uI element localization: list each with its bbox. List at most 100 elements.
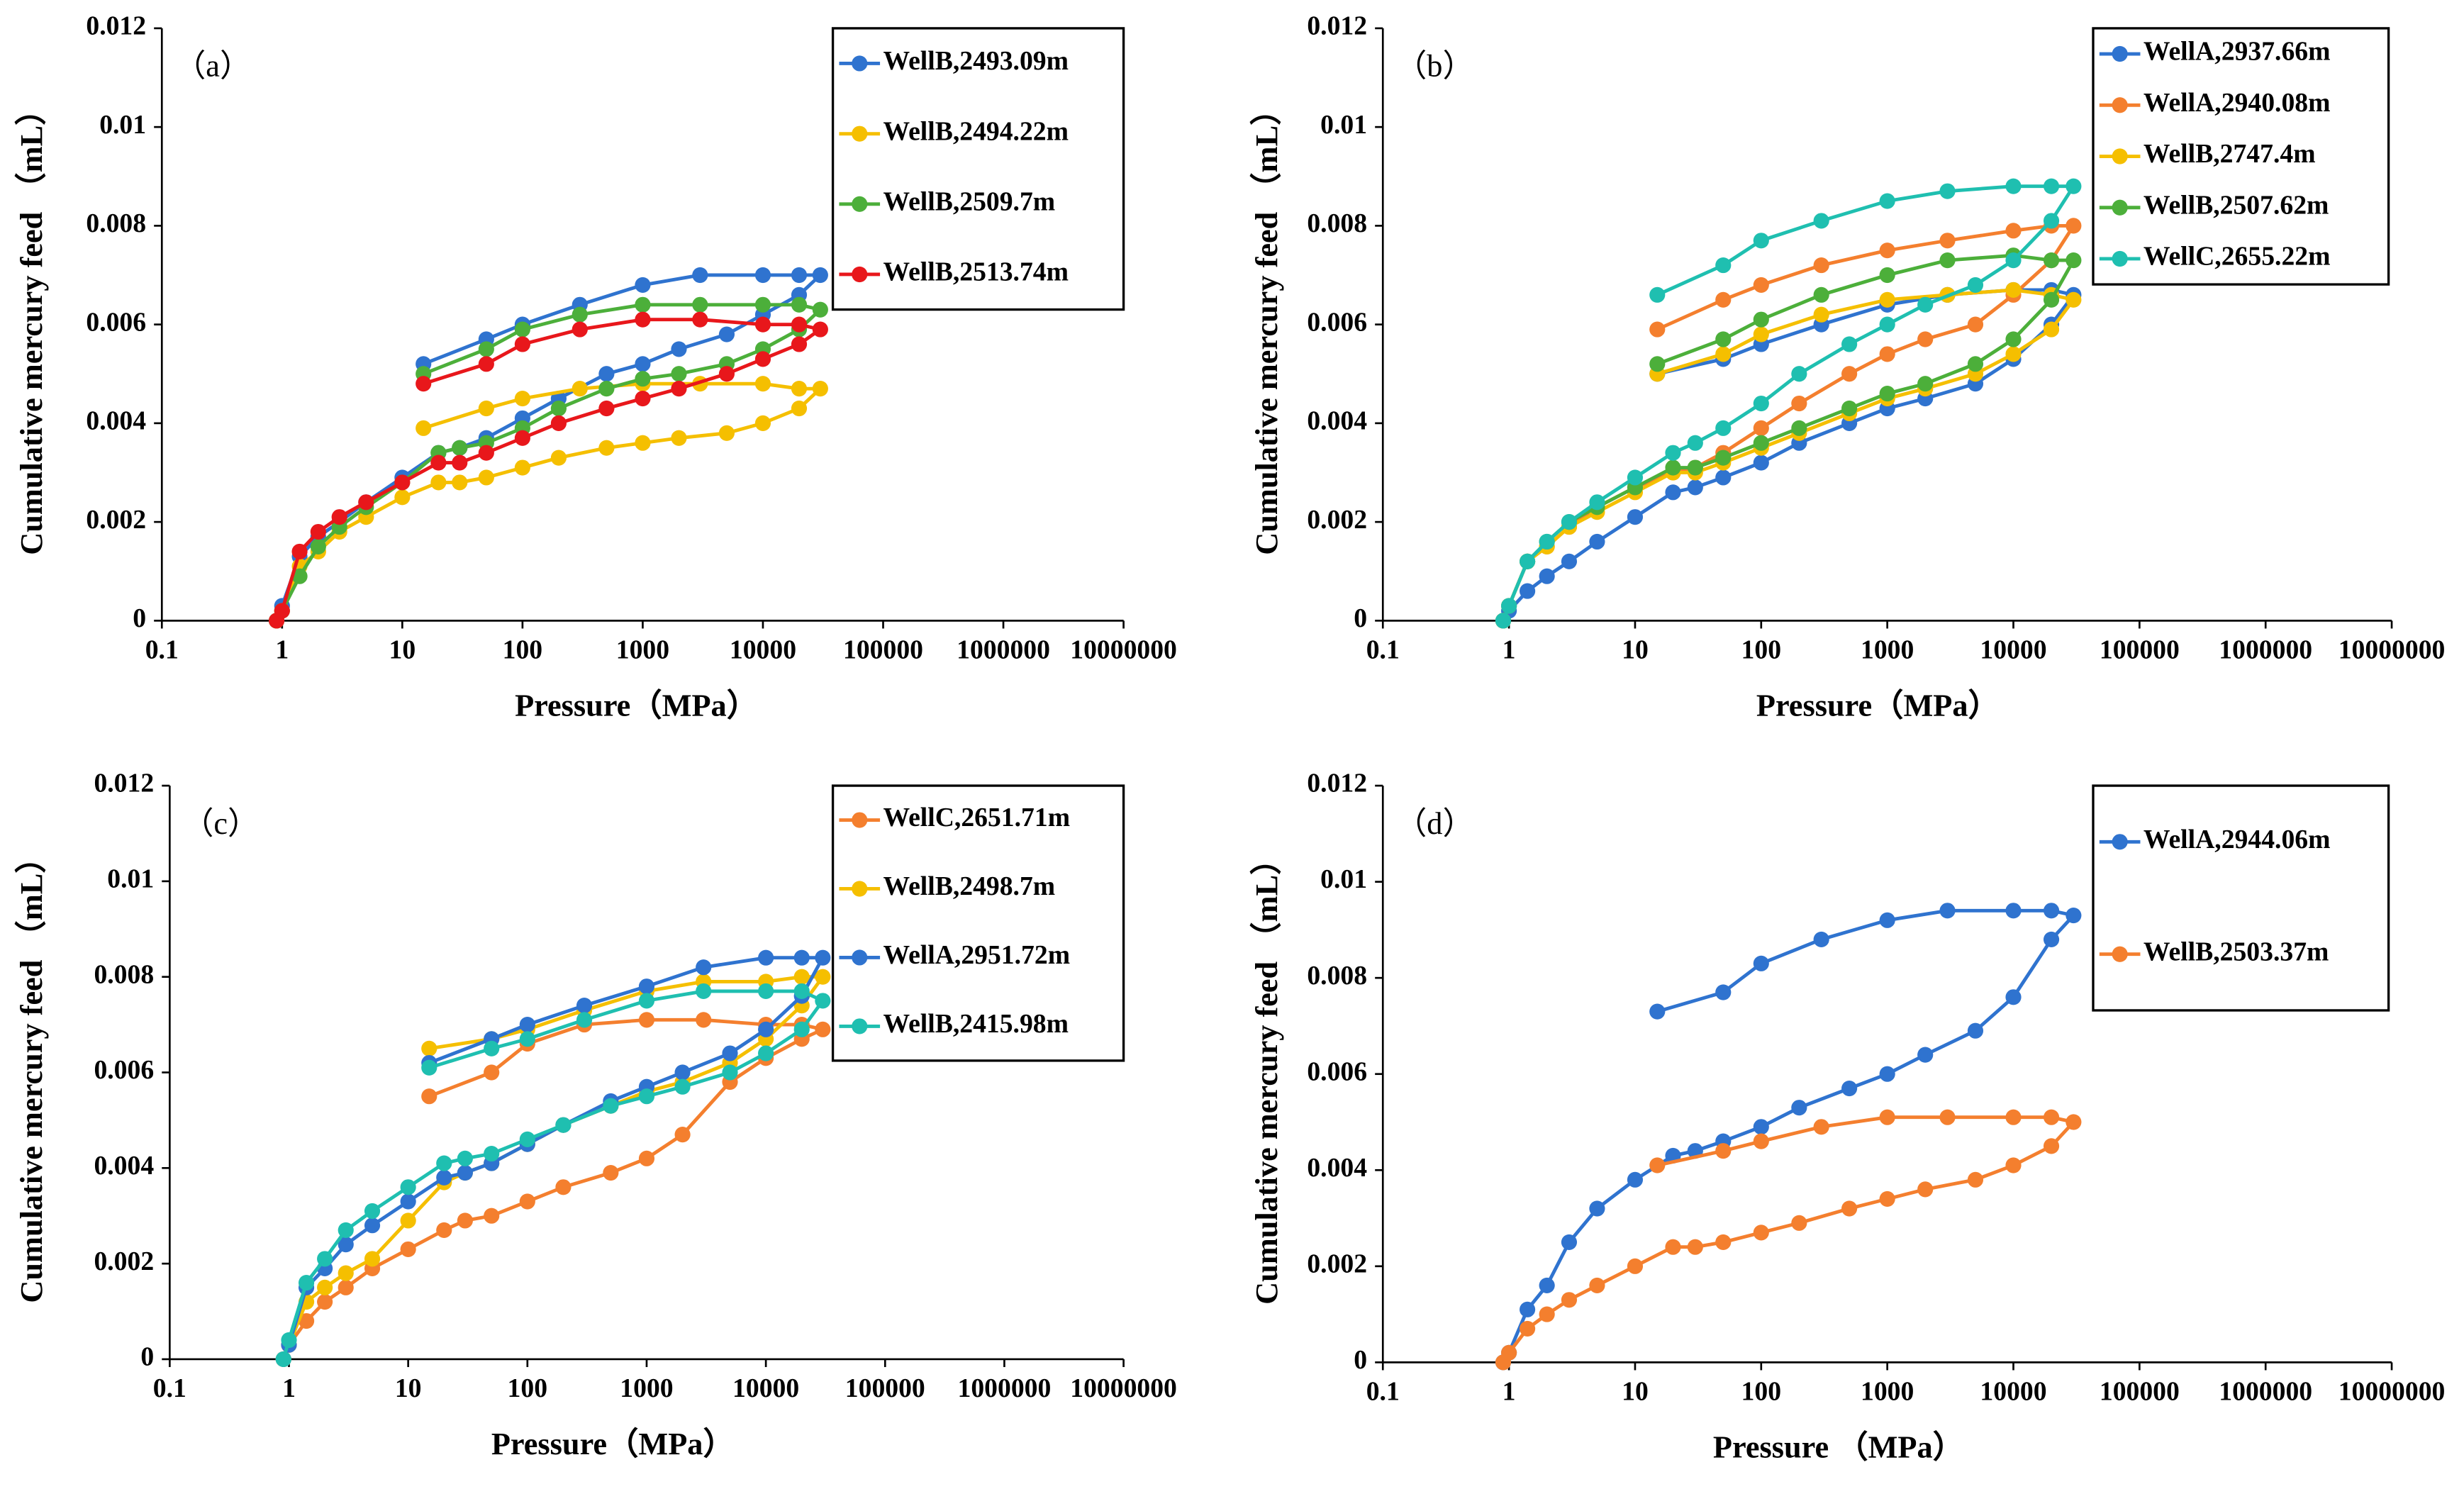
x-tick-label: 0.1	[153, 1373, 186, 1403]
legend-marker	[2112, 834, 2128, 850]
x-axis-title: Pressure （MPa）	[1713, 1430, 1964, 1465]
series-line	[274, 273, 825, 622]
legend-label: WellB,2415.98m	[883, 1009, 1069, 1039]
data-point	[812, 301, 828, 318]
legend-marker	[852, 949, 868, 966]
data-point	[635, 371, 651, 387]
data-point	[1665, 484, 1681, 501]
series-line	[1501, 288, 2077, 622]
series-line	[274, 318, 825, 622]
data-point	[436, 1222, 452, 1239]
data-point	[1879, 316, 1895, 333]
y-tick-label: 0.008	[1307, 961, 1367, 991]
data-point	[478, 341, 494, 357]
data-point	[1561, 553, 1578, 569]
data-point	[572, 306, 588, 323]
data-point	[1561, 514, 1578, 530]
data-point	[484, 1208, 500, 1224]
panel-label: （c）	[182, 806, 259, 841]
data-point	[2005, 178, 2022, 194]
legend-marker	[852, 1018, 868, 1035]
data-point	[555, 1117, 572, 1133]
data-point	[692, 296, 708, 313]
y-tick-label: 0.008	[94, 959, 154, 989]
series-line	[1501, 1115, 2078, 1363]
y-tick-label: 0.006	[1307, 307, 1367, 337]
x-tick-label: 1000000	[957, 635, 1050, 664]
x-tick-label: 100000	[2100, 635, 2180, 664]
x-tick-label: 10000	[732, 1373, 799, 1403]
data-point	[1627, 509, 1644, 525]
data-point	[1753, 326, 1769, 342]
data-point	[1967, 277, 1984, 294]
legend-marker	[2112, 946, 2128, 962]
data-point	[696, 1012, 712, 1028]
y-tick-label: 0.012	[1307, 769, 1367, 798]
data-point	[671, 341, 687, 357]
data-point	[1879, 1066, 1895, 1082]
data-point	[1841, 1200, 1858, 1217]
data-point	[2043, 213, 2060, 229]
data-point	[275, 1351, 291, 1368]
data-point	[722, 1045, 738, 1061]
data-point	[1687, 479, 1703, 496]
data-point	[1753, 311, 1769, 328]
legend-label: WellA,2944.06m	[2144, 825, 2331, 854]
data-point	[1841, 400, 1858, 417]
data-point	[758, 1021, 774, 1037]
data-point	[310, 523, 326, 540]
data-point	[478, 356, 494, 372]
y-tick-label: 0.004	[1307, 1153, 1367, 1183]
data-point	[754, 316, 771, 333]
data-point	[635, 277, 651, 294]
data-point	[812, 381, 828, 397]
data-point	[758, 983, 774, 999]
data-point	[2043, 903, 2060, 919]
legend-marker	[852, 266, 868, 283]
x-tick-label: 100000	[2100, 1376, 2180, 1406]
data-point	[1813, 257, 1829, 274]
data-point	[696, 959, 712, 976]
data-point	[791, 267, 808, 284]
data-point	[576, 1012, 593, 1028]
x-tick-label: 1000	[620, 1373, 673, 1403]
data-point	[2005, 281, 2022, 298]
data-point	[1939, 252, 1956, 269]
data-point	[1753, 435, 1769, 451]
data-point	[1715, 346, 1732, 362]
data-point	[1495, 613, 1512, 629]
data-point	[635, 311, 651, 328]
data-point	[638, 993, 655, 1009]
data-point	[692, 311, 708, 328]
data-point	[1813, 213, 1829, 229]
data-point	[1939, 183, 1956, 199]
x-tick-label: 1	[275, 635, 289, 664]
x-tick-label: 10	[1622, 635, 1649, 664]
series-line	[281, 1017, 828, 1360]
data-point	[793, 949, 810, 966]
data-point	[1791, 395, 1807, 412]
data-point	[457, 1150, 473, 1166]
data-point	[1520, 1320, 1536, 1337]
data-point	[1791, 366, 1807, 382]
data-point	[478, 445, 494, 461]
data-point	[793, 969, 810, 985]
x-tick-label: 1000	[1861, 1376, 1914, 1406]
data-point	[1879, 193, 1895, 209]
data-point	[2043, 1138, 2060, 1154]
data-point	[598, 366, 615, 382]
data-point	[722, 1064, 738, 1081]
data-point	[576, 998, 593, 1014]
data-point	[317, 1251, 333, 1267]
data-point	[718, 425, 735, 441]
data-point	[2005, 1109, 2022, 1125]
data-point	[603, 1164, 619, 1181]
data-point	[603, 1098, 619, 1114]
data-point	[2043, 321, 2060, 338]
data-point	[1520, 1301, 1536, 1317]
data-point	[1879, 912, 1895, 928]
legend-box	[2092, 27, 2390, 286]
data-point	[416, 420, 432, 436]
legend-marker	[852, 196, 868, 212]
